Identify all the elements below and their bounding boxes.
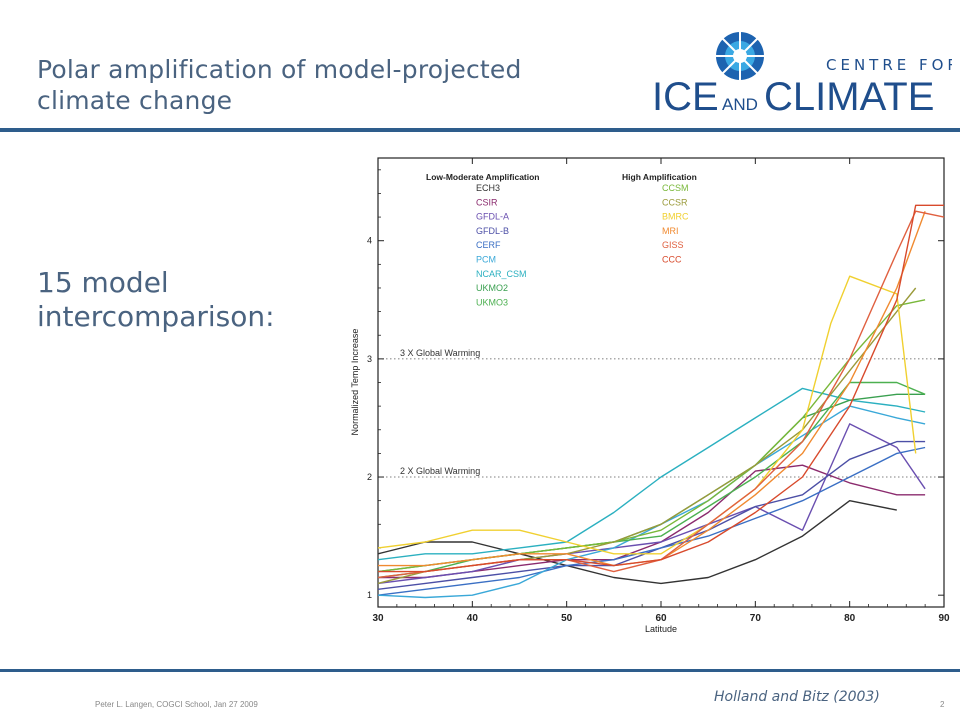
series-line-ccc	[378, 204, 944, 573]
header-divider	[0, 128, 960, 132]
citation: Holland and Bitz (2003)	[714, 689, 880, 705]
x-tick-label: 40	[467, 613, 479, 624]
legend-entry-csir: CSIR	[476, 197, 498, 207]
legend-entry-bmrc: BMRC	[662, 212, 689, 222]
x-tick-label: 80	[844, 613, 856, 624]
page-number: 2	[940, 700, 945, 709]
legend-title-right: High Amplification	[622, 172, 697, 182]
y-tick-label: 2	[367, 472, 372, 482]
slide-title-line-1: Polar amplification of model-projected	[37, 55, 522, 84]
series-line-gfdl-a	[377, 423, 926, 585]
footer-divider	[0, 669, 960, 672]
legend-entry-cerf: CERF	[476, 240, 501, 250]
x-tick-label: 50	[561, 613, 573, 624]
legend-entry-gfdl-b: GFDL-B	[476, 226, 509, 236]
slide-subtitle-line-1: 15 model	[37, 266, 169, 299]
legend-entry-ccc: CCC	[662, 255, 682, 265]
slide-title-line-2: climate change	[37, 86, 233, 115]
y-tick-label: 1	[367, 590, 372, 600]
legend-entry-ncar-csm: NCAR_CSM	[476, 269, 527, 279]
series-line-cerf	[377, 446, 926, 596]
y-axis-label: Normalized Temp Increase	[350, 329, 360, 436]
y-tick-label: 4	[367, 236, 372, 246]
legend-title-left: Low-Moderate Amplification	[426, 172, 540, 182]
logo-ice: ICE	[652, 75, 719, 119]
slide-subtitle-line-2: intercomparison:	[37, 300, 275, 333]
logo-line-1: CENTRE FOR	[826, 56, 952, 74]
polar-amplification-chart: 3 X Global Warming 2 X Global Warming 30 4…	[350, 157, 950, 634]
legend-entry-ukmo3: UKMO3	[476, 297, 508, 307]
reference-label: 3 X Global Warming	[400, 348, 480, 358]
legend-entry-gfdl-a: GFDL-A	[476, 212, 509, 222]
x-tick-label: 60	[655, 613, 667, 624]
legend-entry-ccsr: CCSR	[662, 197, 688, 207]
x-tick-label: 90	[938, 613, 950, 624]
y-tick-label: 3	[367, 354, 372, 364]
legend-entry-giss: GISS	[662, 240, 684, 250]
snowflake-icon	[714, 30, 766, 82]
legend-entry-mri: MRI	[662, 226, 679, 236]
x-tick-label: 70	[750, 613, 762, 624]
legend-entry-ccsm: CCSM	[662, 183, 689, 193]
series-line-ech3	[377, 500, 897, 585]
slide-subtitle: 15 model intercomparison:	[37, 266, 275, 334]
logo-climate: CLIMATE	[764, 75, 934, 119]
reference-label: 2 X Global Warming	[400, 466, 480, 476]
legend-entry-pcm: PCM	[476, 255, 496, 265]
series-line-bmrc	[377, 275, 917, 555]
logo-and: AND	[722, 95, 758, 114]
x-tick-label: 30	[372, 613, 384, 624]
legend-entry-ech3: ECH3	[476, 183, 500, 193]
footer-author-note: Peter L. Langen, COGCI School, Jan 27 20…	[95, 700, 258, 709]
slide-title: Polar amplification of model-projected c…	[37, 54, 522, 116]
legend-entry-ukmo2: UKMO2	[476, 283, 508, 293]
x-axis-label: Latitude	[645, 624, 677, 634]
centre-for-ice-and-climate-logo: CENTRE FOR ICE AND CLIMATE	[652, 30, 952, 119]
